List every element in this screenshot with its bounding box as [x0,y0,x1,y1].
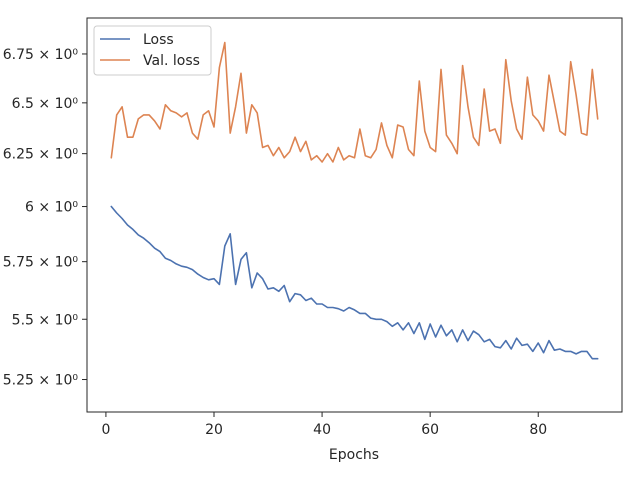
series-lines [110,41,599,360]
x-tick-label: 60 [421,422,439,438]
legend-label-val-loss: Val. loss [143,53,200,69]
y-tick-label: 5.25 × 10⁰ [3,373,79,389]
legend: Loss Val. loss [93,25,212,76]
x-tick-label: 80 [529,422,547,438]
y-axis-ticks: 5.25 × 10⁰ 5.5 × 10⁰ 5.75 × 10⁰ 6 × 10⁰ 6.25… [3,47,87,389]
y-tick-label: 5.5 × 10⁰ [12,312,79,328]
legend-label-loss: Loss [143,32,174,48]
x-tick-label: 0 [101,422,110,438]
val-loss-line [110,41,599,163]
x-axis-label: Epochs [329,447,379,463]
y-tick-label: 6.25 × 10⁰ [3,147,79,163]
axes-frame [86,17,623,413]
x-tick-label: 20 [205,422,223,438]
loss-line [110,205,599,360]
x-axis-ticks: 0 20 40 60 80 [101,412,547,438]
y-tick-label: 6.75 × 10⁰ [3,47,79,63]
y-tick-label: 6 × 10⁰ [25,200,78,216]
y-tick-label: 5.75 × 10⁰ [3,255,79,271]
y-tick-label: 6.5 × 10⁰ [12,96,79,112]
x-tick-label: 40 [313,422,331,438]
